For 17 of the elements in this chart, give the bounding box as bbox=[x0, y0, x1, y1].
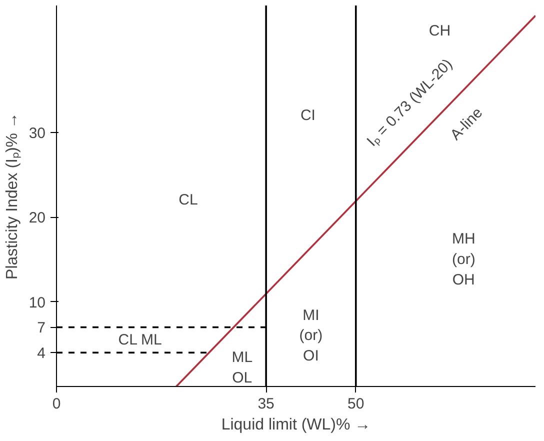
x-tick-label: 35 bbox=[258, 396, 274, 412]
y-tick-label: 10 bbox=[28, 294, 46, 312]
annotation: CI bbox=[300, 107, 316, 124]
annotation: ML OL bbox=[232, 349, 253, 387]
annotation: CH bbox=[428, 22, 451, 40]
annotation: CL ML bbox=[118, 331, 162, 348]
x-tick-label: 50 bbox=[348, 396, 364, 412]
y-tick-label: 30 bbox=[28, 125, 46, 142]
x-axis-title: Liquid limit (WL)% → bbox=[221, 416, 371, 434]
y-tick-label: 4 bbox=[37, 345, 46, 362]
y-tick-label: 7 bbox=[37, 320, 46, 337]
annotation: CL bbox=[178, 192, 198, 209]
x-tick-label: 0 bbox=[52, 396, 61, 412]
y-axis-title: Plasticity Index (Iₚ)% → bbox=[4, 112, 21, 280]
annotation: MH (or) OH bbox=[452, 230, 476, 288]
y-tick-label: 20 bbox=[28, 210, 46, 227]
annotation: MI (or) OI bbox=[299, 306, 323, 365]
